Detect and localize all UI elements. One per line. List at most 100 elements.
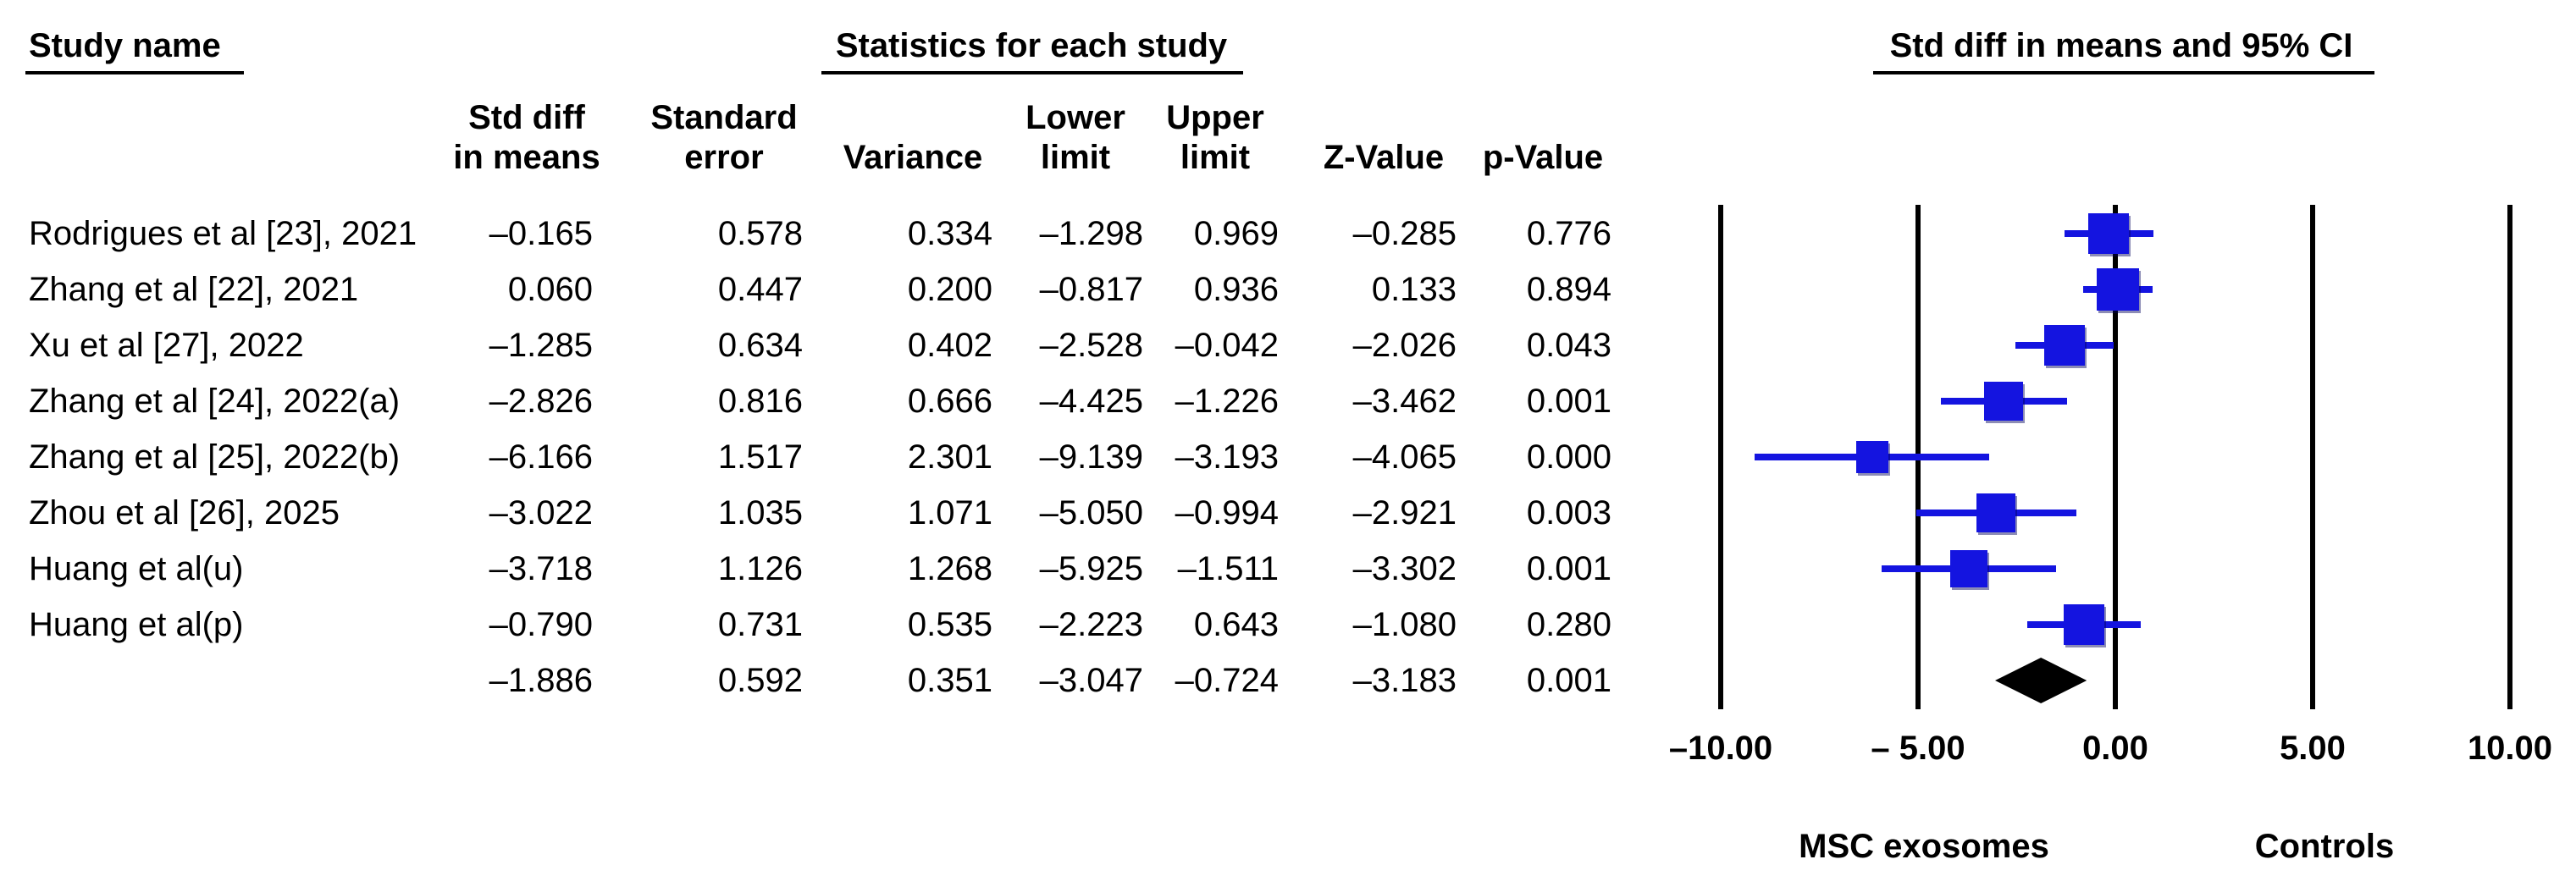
table-cell: 0.447	[717, 271, 803, 308]
study-name: Zhang et al [24], 2022(a)	[29, 383, 401, 420]
table-cell: 0.060	[507, 271, 593, 308]
table-cell: –4.065	[1352, 438, 1457, 476]
study-name: Xu et al [27], 2022	[29, 327, 304, 364]
point-estimate-square	[2088, 213, 2130, 254]
study-name: Zhou et al [26], 2025	[29, 494, 340, 532]
point-estimate-square	[1855, 441, 1888, 473]
table-cell: –3.047	[1039, 662, 1143, 699]
table-cell: –4.425	[1039, 383, 1143, 420]
table-cell: –0.165	[489, 215, 593, 252]
point-estimate-square	[1976, 493, 2016, 532]
table-cell: –0.724	[1175, 662, 1279, 699]
table-cell: 0.578	[717, 215, 803, 252]
left-group-label: MSC exosomes	[1799, 828, 2049, 865]
point-estimate-square	[2096, 268, 2139, 311]
table-cell: –1.285	[489, 327, 593, 364]
table-cell: –0.790	[489, 606, 593, 643]
table-cell: –0.817	[1039, 271, 1143, 308]
study-name: Zhang et al [22], 2021	[29, 271, 359, 308]
study-name: Zhang et al [25], 2022(b)	[29, 438, 401, 476]
study-name: Rodrigues et al [23], 2021	[29, 215, 417, 252]
table-cell: 0.634	[717, 327, 803, 364]
table-cell: –3.193	[1175, 438, 1279, 476]
table-cell: 0.003	[1526, 494, 1611, 532]
point-estimate-square	[1949, 550, 1987, 587]
column-header-line1: Standard	[650, 99, 798, 136]
column-header: Z-Value	[1257, 98, 1511, 178]
x-axis-tick-label: 10.00	[2467, 730, 2553, 767]
plot-gridline	[2113, 205, 2118, 709]
table-cell: 0.001	[1526, 662, 1611, 699]
table-cell: 0.001	[1526, 550, 1611, 587]
column-header-line2: p-Value	[1482, 139, 1604, 176]
column-header: Standard error	[597, 98, 851, 178]
column-header-line1: Upper	[1166, 99, 1264, 136]
x-axis-tick-label: – 5.00	[1871, 730, 1965, 767]
table-cell: 0.001	[1526, 383, 1611, 420]
statistics-underline	[821, 71, 1243, 74]
table-cell: 0.592	[717, 662, 803, 699]
study-name-column-title: Study name	[29, 27, 221, 64]
x-axis-tick-label: –10.00	[1668, 730, 1773, 767]
table-cell: –2.026	[1352, 327, 1457, 364]
table-cell: 0.666	[907, 383, 992, 420]
table-cell: 0.643	[1193, 606, 1279, 643]
table-cell: –0.994	[1175, 494, 1279, 532]
plot-gridline	[2507, 205, 2512, 709]
table-cell: 2.301	[907, 438, 992, 476]
statistics-section-title: Statistics for each study	[835, 27, 1228, 64]
table-cell: –0.285	[1352, 215, 1457, 252]
column-header-line1	[1416, 98, 1670, 138]
study-name: Huang et al(u)	[29, 550, 244, 587]
table-cell: –1.298	[1039, 215, 1143, 252]
column-header-line2: Z-Value	[1323, 139, 1445, 176]
table-cell: 0.000	[1526, 438, 1611, 476]
column-header-line2: error	[684, 139, 764, 176]
point-estimate-square	[2044, 325, 2086, 366]
column-header: Upper limit	[1088, 98, 1342, 178]
table-cell: 0.776	[1526, 215, 1611, 252]
column-header: Std diff in means	[400, 98, 654, 178]
plot-section-title: Std diff in means and 95% CI	[1889, 27, 2353, 64]
table-cell: –3.022	[489, 494, 593, 532]
right-group-label: Controls	[2254, 828, 2395, 865]
table-cell: –5.925	[1039, 550, 1143, 587]
table-cell: –3.462	[1352, 383, 1457, 420]
column-header-line1: Lower	[1025, 99, 1125, 136]
table-cell: 0.731	[717, 606, 803, 643]
table-cell: –1.511	[1177, 550, 1279, 587]
column-header-line2: limit	[1040, 139, 1111, 176]
table-cell: 0.535	[907, 606, 992, 643]
point-estimate-square	[1984, 382, 2024, 421]
table-cell: –3.302	[1352, 550, 1457, 587]
table-cell: –1.080	[1352, 606, 1457, 643]
overall-diamond	[1995, 658, 2087, 703]
table-cell: 0.894	[1526, 271, 1611, 308]
table-cell: 0.334	[907, 215, 992, 252]
table-cell: 0.043	[1526, 327, 1611, 364]
table-cell: 0.936	[1193, 271, 1279, 308]
table-cell: –1.886	[489, 662, 593, 699]
plot-gridline	[2310, 205, 2315, 709]
table-cell: 0.402	[907, 327, 992, 364]
column-header: Variance	[786, 98, 1040, 178]
table-cell: –3.183	[1352, 662, 1457, 699]
x-axis-tick-label: 5.00	[2280, 730, 2346, 767]
column-header: Lower limit	[948, 98, 1202, 178]
column-header-line2: limit	[1180, 139, 1251, 176]
table-cell: 1.126	[717, 550, 803, 587]
table-cell: 0.133	[1371, 271, 1457, 308]
plot-gridline	[1718, 205, 1723, 709]
table-cell: –9.139	[1039, 438, 1143, 476]
x-axis-tick-label: 0.00	[2082, 730, 2148, 767]
study-name: Huang et al(p)	[29, 606, 244, 643]
table-cell: 0.969	[1193, 215, 1279, 252]
study-name-underline	[25, 71, 244, 74]
table-cell: 1.035	[717, 494, 803, 532]
column-header-line2: Variance	[843, 139, 983, 176]
table-cell: –6.166	[489, 438, 593, 476]
table-cell: 0.351	[907, 662, 992, 699]
table-cell: 1.517	[717, 438, 803, 476]
table-cell: 0.816	[717, 383, 803, 420]
